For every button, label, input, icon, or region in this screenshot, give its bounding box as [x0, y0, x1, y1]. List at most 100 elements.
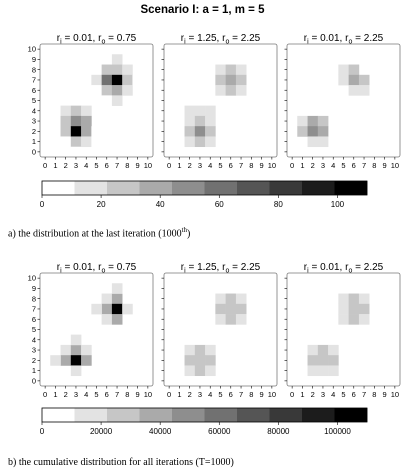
- heatmap-cell: [70, 126, 82, 137]
- heatmap-cell: [91, 64, 102, 76]
- panel-background: [287, 273, 400, 386]
- heatmap-panel: ri = 1.25, ro = 2.25 0 1 2 3 4 5 6 7 8 9 10: [161, 262, 278, 399]
- x-tick-label: 3: [321, 390, 325, 399]
- colorbar-tick-label: 20000: [90, 427, 113, 436]
- x-tick-label: 2: [311, 390, 315, 399]
- heatmap-cell: [81, 355, 92, 366]
- x-tick-label: 5: [218, 390, 222, 399]
- panel-title: ri = 0.01, ro = 0.75: [57, 262, 137, 275]
- heatmap-cell: [317, 115, 329, 127]
- heatmap-cell: [317, 136, 329, 148]
- x-tick-label: 0: [43, 390, 47, 399]
- y-tick-label: 3: [32, 117, 36, 126]
- heatmap-cell: [205, 136, 216, 148]
- heatmap-cell: [91, 126, 102, 137]
- x-tick-label: 3: [321, 161, 325, 170]
- x-tick-label: 8: [372, 161, 376, 170]
- heatmap-cell: [328, 365, 339, 377]
- y-tick-label: 6: [32, 86, 36, 95]
- colorbar-tick-label: 80000: [267, 427, 290, 436]
- colorbar-swatch: [269, 408, 303, 422]
- heatmap-cell: [338, 293, 349, 305]
- heatmap-cell: [235, 303, 247, 315]
- heatmap-cell: [122, 64, 133, 76]
- heatmap-cell: [194, 126, 206, 137]
- heatmap-cell: [317, 344, 329, 356]
- heatmap-cell: [50, 355, 61, 366]
- heatmap-cell: [122, 85, 133, 96]
- heatmap-cell: [101, 293, 113, 305]
- heatmap-cell: [194, 105, 206, 117]
- colorbar-swatch: [334, 408, 368, 422]
- heatmap-cell: [307, 344, 319, 356]
- heatmap-cell: [111, 85, 123, 96]
- x-tick-label: 4: [84, 161, 88, 170]
- panel-title: ri = 0.01, ro = 2.25: [304, 262, 384, 275]
- heatmap-cell: [81, 126, 92, 137]
- y-tick-label: 0: [32, 147, 36, 156]
- colorbar-tick-label: 60: [215, 200, 224, 209]
- heatmap-cell: [225, 314, 237, 325]
- heatmap-cell: [101, 74, 113, 86]
- colorbar-tick-label: 100000: [324, 427, 351, 436]
- x-tick-label: 7: [239, 161, 243, 170]
- heatmap-cell: [307, 355, 319, 366]
- heatmap-cell: [317, 355, 329, 366]
- y-tick-label: 5: [32, 96, 36, 105]
- heatmap-cell: [225, 85, 237, 96]
- colorbar-tick-label: 60000: [208, 427, 231, 436]
- heatmap-cell: [194, 136, 206, 148]
- heatmap-cell: [297, 115, 308, 127]
- heatmap-cell: [194, 115, 206, 127]
- x-tick-label: 9: [136, 161, 140, 170]
- heatmap-cell: [111, 54, 123, 65]
- heatmap-cell: [348, 293, 360, 305]
- panel-background: [164, 273, 277, 386]
- colorbar-swatch: [237, 181, 270, 195]
- x-tick-label: 8: [249, 161, 253, 170]
- heatmap-cell: [91, 85, 102, 96]
- heatmap-cell: [91, 303, 102, 315]
- panel-title: ri = 0.01, ro = 0.75: [57, 33, 137, 46]
- heatmap-cell: [70, 365, 82, 377]
- panel-title: ri = 1.25, ro = 2.25: [181, 33, 261, 46]
- colorbar-swatch: [269, 181, 303, 195]
- heatmap-cell: [348, 85, 360, 96]
- x-tick-label: 4: [331, 161, 335, 170]
- heatmap-cell: [184, 136, 196, 148]
- heatmap-cell: [111, 64, 123, 76]
- heatmap-cell: [328, 355, 339, 366]
- x-tick-label: 1: [53, 161, 57, 170]
- heatmap-cell: [215, 85, 226, 96]
- colorbar-swatch: [334, 181, 368, 195]
- heatmap-cell: [194, 355, 206, 366]
- heatmap-cell: [348, 314, 360, 325]
- x-tick-label: 6: [229, 161, 233, 170]
- heatmap-cell: [101, 303, 113, 315]
- heatmap-cell: [111, 303, 123, 315]
- y-tick-label: 6: [32, 315, 36, 324]
- colorbar-swatch: [204, 408, 238, 422]
- heatmap-cell: [235, 293, 247, 305]
- heatmap-cell: [70, 334, 82, 346]
- heatmap-cell: [297, 126, 308, 137]
- x-tick-label: 10: [144, 390, 152, 399]
- heatmap-panel: ri = 0.01, ro = 0.750 1 2 3 4 5 6 7 8 9 1001234567…: [28, 33, 154, 170]
- heatmap-cell: [358, 74, 370, 86]
- x-tick-label: 5: [341, 161, 345, 170]
- colorbar-swatch: [139, 408, 173, 422]
- heatmap-cell: [101, 54, 113, 65]
- heatmap-cell: [70, 355, 82, 366]
- x-tick-label: 6: [352, 161, 356, 170]
- heatmap-cell: [205, 344, 216, 356]
- heatmap-panel: ri = 0.01, ro = 0.750 1 2 3 4 5 6 7 8 9 1001234567…: [28, 262, 154, 399]
- caption-a: a) the distribution at the last iteratio…: [8, 226, 190, 239]
- heatmap-cell: [81, 115, 92, 127]
- colorbar-swatch: [107, 181, 140, 195]
- heatmap-cell: [235, 74, 247, 86]
- x-tick-label: 7: [239, 390, 243, 399]
- panel-background: [287, 44, 400, 157]
- heatmap-cell: [111, 283, 123, 294]
- heatmap-cell: [184, 115, 196, 127]
